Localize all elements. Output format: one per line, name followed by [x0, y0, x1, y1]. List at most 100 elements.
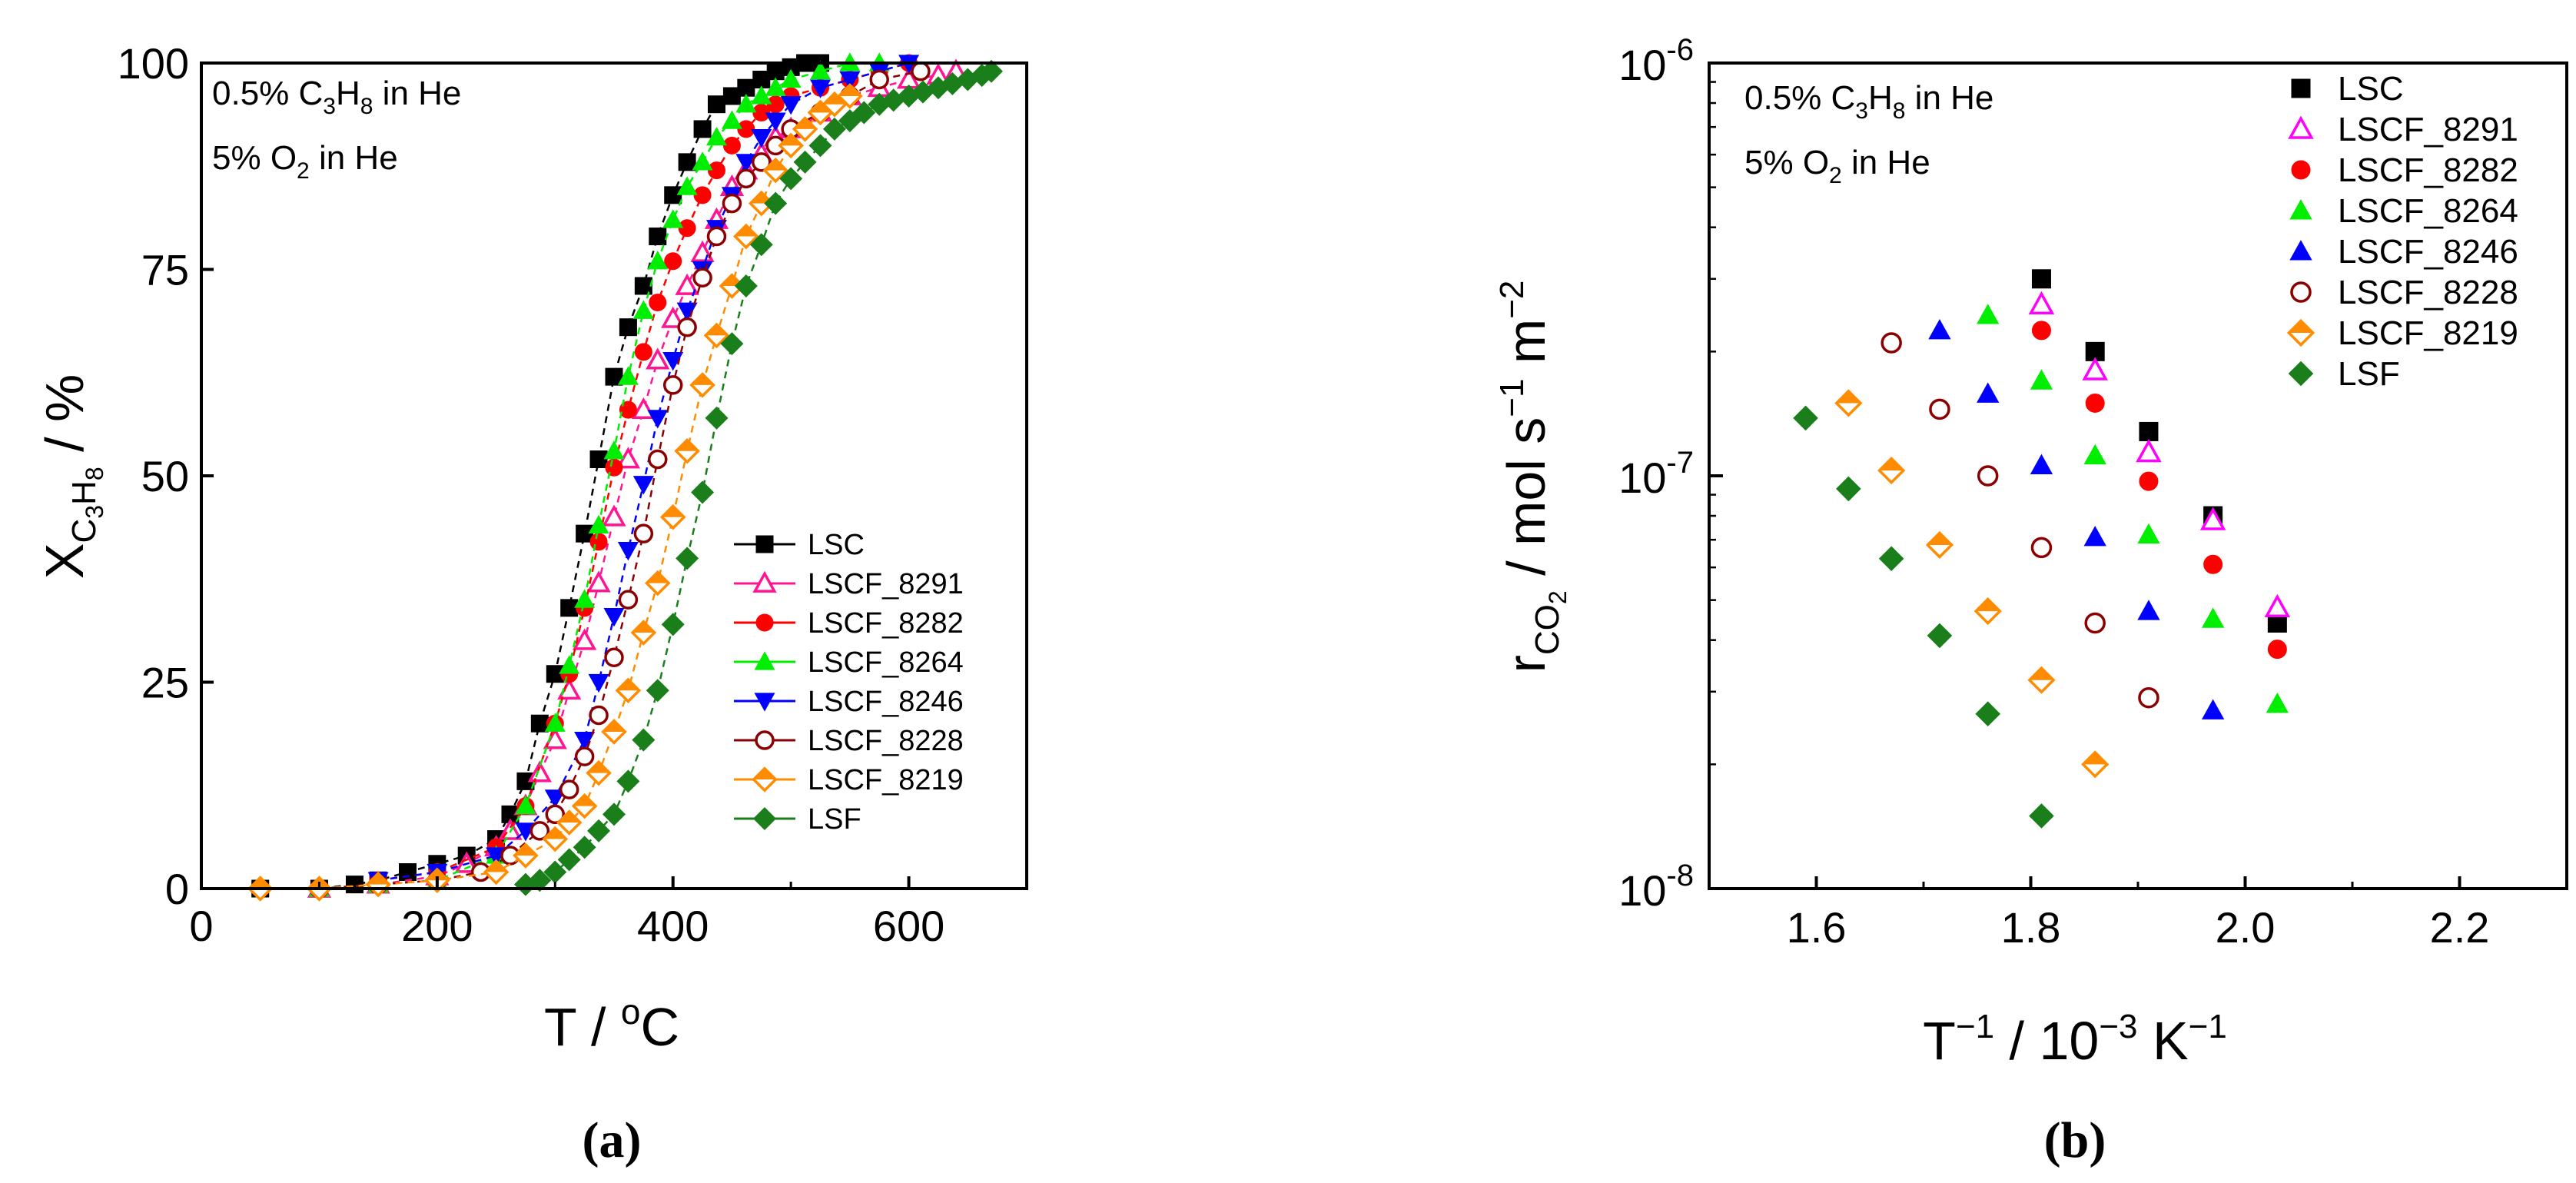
data-point — [619, 400, 637, 419]
series-LSCF_8228 — [1881, 332, 2159, 709]
data-point — [808, 134, 832, 158]
legend-item-LSC: LSC — [734, 529, 865, 561]
data-point — [589, 450, 608, 469]
legend-label: LSCF_8282 — [2338, 151, 2518, 189]
data-point — [2199, 507, 2226, 530]
data-point — [693, 120, 712, 138]
data-point — [632, 476, 654, 495]
legend-item-LSF: LSF — [2288, 355, 2400, 393]
data-point — [2085, 393, 2105, 413]
legend-label: LSCF_8246 — [2338, 233, 2518, 271]
data-point — [2031, 269, 2051, 289]
legend-label: LSC — [808, 529, 865, 561]
legend-marker — [755, 613, 774, 632]
data-point — [765, 112, 786, 131]
data-point — [646, 347, 670, 370]
data-point — [810, 61, 831, 80]
data-point — [587, 819, 611, 842]
y-tick-label: 10-6 — [1618, 33, 1694, 89]
legend-item-LSCF_8291: LSCF_8291 — [2288, 111, 2518, 148]
data-point-half — [603, 720, 626, 732]
data-point-half — [838, 85, 861, 96]
data-point — [735, 154, 757, 173]
data-point-half — [543, 828, 566, 839]
y-tick-label: 100 — [118, 39, 189, 88]
data-point — [911, 61, 931, 81]
data-point — [2082, 357, 2108, 380]
series-LSCF_8264 — [1977, 304, 2289, 713]
data-point-half — [764, 159, 787, 171]
y-tick-label: 0 — [165, 865, 189, 913]
data-point — [649, 293, 667, 311]
data-point — [721, 110, 742, 129]
data-point — [648, 449, 668, 470]
data-point — [602, 803, 626, 826]
panel-a-x-axis-label: T / oC — [544, 992, 679, 1057]
data-point-half — [249, 877, 272, 889]
data-point-half — [691, 374, 714, 385]
data-point — [662, 375, 683, 395]
data-point — [2139, 421, 2159, 441]
data-point-half — [2083, 752, 2107, 765]
series-line — [377, 61, 909, 882]
legend-label: LSCF_8219 — [808, 764, 964, 796]
data-point — [616, 769, 640, 793]
data-point-half — [794, 118, 816, 129]
data-point — [619, 318, 637, 337]
legend-label: LSCF_8291 — [808, 568, 964, 600]
data-point-half — [1976, 599, 2000, 612]
data-point — [647, 251, 669, 270]
series-LSF — [513, 59, 1003, 896]
data-point — [617, 542, 639, 561]
legend-item-LSCF_8246: LSCF_8246 — [734, 686, 964, 718]
legend-label: LSF — [2338, 355, 2400, 393]
data-point — [677, 317, 697, 337]
data-point — [632, 300, 654, 319]
panel-a-caption: (a) — [583, 1112, 642, 1168]
data-point — [780, 68, 802, 88]
data-point — [2031, 321, 2051, 341]
data-point — [544, 713, 566, 732]
data-point — [617, 366, 639, 385]
legend-label: LSCF_8219 — [2338, 314, 2518, 352]
data-point — [705, 126, 727, 146]
data-point — [1977, 465, 1999, 487]
data-point — [573, 836, 596, 859]
data-point — [576, 524, 594, 543]
data-point — [678, 219, 696, 238]
data-point — [734, 274, 758, 297]
data-point — [2030, 369, 2053, 390]
data-point — [1793, 405, 1818, 431]
panel-a: 0 200 400 600 0 25 50 75 100 0.5% C3H8 in He 5% … — [35, 39, 1028, 1168]
series-LSCF_8291 — [2028, 291, 2291, 617]
data-point — [664, 252, 682, 271]
data-point-half — [779, 135, 802, 146]
data-point — [2202, 607, 2225, 628]
legend-label: LSCF_8282 — [808, 607, 964, 640]
legend-marker — [2288, 115, 2314, 139]
data-point — [634, 277, 652, 295]
data-point — [588, 514, 609, 534]
data-point — [588, 673, 609, 693]
data-point — [1928, 319, 1951, 340]
legend-marker — [2289, 240, 2312, 261]
legend-item-LSCF_8228: LSCF_8228 — [2290, 274, 2518, 311]
panel-a-legend: LSC LSCF_8291 LSCF_8282 LSCF_8264 LSCF_8246 L… — [734, 529, 964, 836]
x-tick-label: 2.0 — [2216, 903, 2276, 952]
data-point — [737, 120, 755, 138]
x-tick-label: 600 — [873, 902, 944, 950]
data-point — [852, 101, 876, 125]
data-point — [839, 71, 861, 91]
legend-marker — [2288, 361, 2314, 387]
data-point — [559, 655, 580, 674]
panel-b: 1.6 1.8 2.0 2.2 10-8 10-7 10-6 0.5% C3H8 in He… — [1493, 33, 2568, 1168]
legend-marker — [754, 651, 775, 670]
data-point — [345, 876, 363, 894]
legend-item-LSCF_8219: LSCF_8219 — [2286, 314, 2518, 352]
legend-marker — [752, 806, 777, 831]
data-point-half — [573, 795, 596, 806]
data-point — [1977, 304, 2000, 324]
data-point — [1927, 623, 1953, 649]
data-point — [2030, 537, 2053, 559]
data-point — [692, 268, 712, 287]
